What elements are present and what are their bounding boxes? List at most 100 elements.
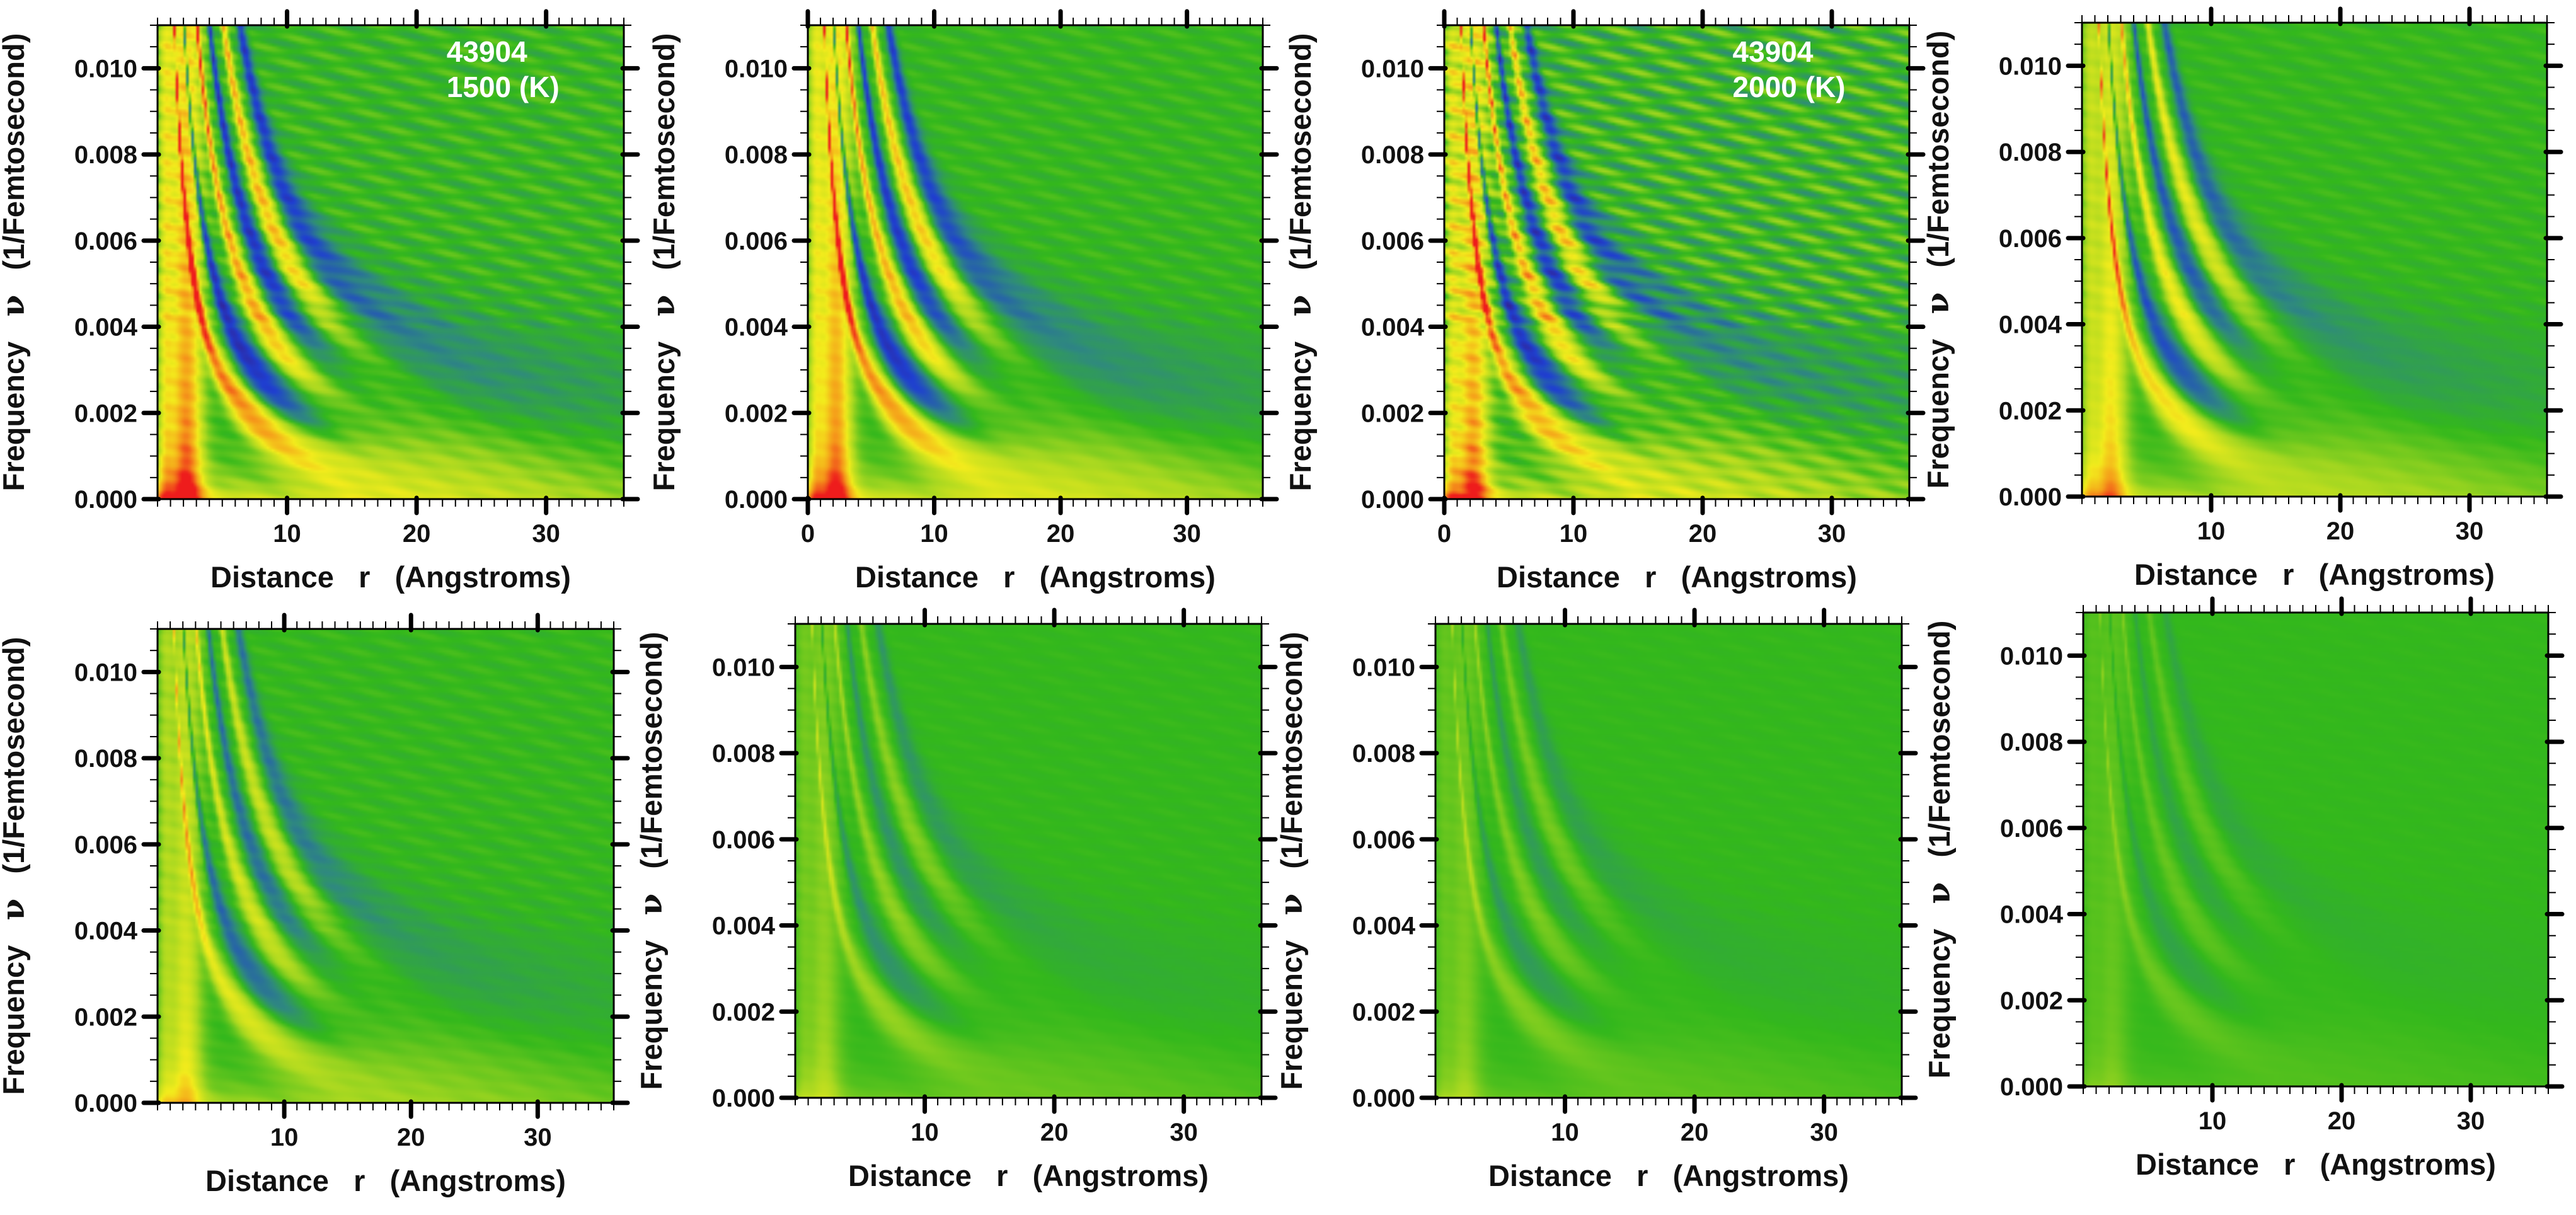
x-tick-label: 10 xyxy=(920,520,948,548)
y-axis-title: Frequency ν (1/Femtosecond) xyxy=(0,33,32,492)
y-tick-label: 0.000 xyxy=(1999,483,2062,511)
y-axis-title: Frequency ν (1/Femtosecond) xyxy=(645,33,682,492)
annotation-text: 43904 xyxy=(1733,35,1814,68)
y-tick-label: 0.010 xyxy=(1361,55,1424,83)
y-tick-label: 0.004 xyxy=(1361,314,1425,342)
y-tick-label: 0.000 xyxy=(74,486,137,514)
x-tick-label: 30 xyxy=(1810,1119,1838,1146)
y-tick-label: 0.008 xyxy=(74,141,137,169)
y-tick-label: 0.004 xyxy=(1352,913,1416,940)
y-tick-label: 0.008 xyxy=(1361,141,1424,169)
y-tick-label: 0.004 xyxy=(74,314,138,342)
y-tick-label: 0.008 xyxy=(1999,139,2062,166)
x-tick-label: 30 xyxy=(1170,1119,1198,1146)
y-tick-label: 0.002 xyxy=(2000,987,2063,1015)
y-tick-label: 0.010 xyxy=(725,55,788,83)
panel-p7: 10 20 30 0.000 0.002 0.004 0.006 0.008 0.010 Dist… xyxy=(1272,608,1918,1192)
y-tick-label: 0.000 xyxy=(74,1090,137,1117)
y-axis-title-unit: (1/Femtosecond) xyxy=(0,637,30,899)
y-axis-title: Frequency ν (1/Femtosecond) xyxy=(1272,632,1309,1090)
y-tick-label: 0.010 xyxy=(1352,654,1415,681)
y-axis-title-unit: (1/Femtosecond) xyxy=(635,632,668,894)
x-tick-label: 20 xyxy=(2326,517,2355,545)
x-axis-title: Distance r (Angstroms) xyxy=(1488,1159,1849,1192)
y-tick-label: 0.000 xyxy=(712,1085,775,1112)
y-axis-title: Frequency ν (1/Femtosecond) xyxy=(1920,621,1957,1079)
y-axis-title-prefix: Frequency xyxy=(1923,904,1956,1079)
y-tick-label: 0.010 xyxy=(712,654,775,681)
panel-p8: 10 20 30 0.000 0.002 0.004 0.006 0.008 0.010 Dist… xyxy=(1920,596,2565,1181)
y-axis-title-prefix: Frequency xyxy=(635,916,668,1090)
x-tick-label: 10 xyxy=(2199,1107,2227,1135)
x-tick-label: 30 xyxy=(524,1124,552,1151)
heatmap-p4 xyxy=(2082,23,2547,497)
y-tick-label: 0.004 xyxy=(725,314,788,342)
x-tick-label: 0 xyxy=(1437,520,1451,548)
x-tick-label: 20 xyxy=(2328,1107,2356,1135)
x-tick-label: 30 xyxy=(1173,520,1201,548)
y-axis-title-unit: (1/Femtosecond) xyxy=(1921,31,1955,292)
x-axis-title: Distance r (Angstroms) xyxy=(1497,560,1857,594)
y-tick-label: 0.006 xyxy=(2000,815,2063,843)
panel-p5: 10 20 30 0.000 0.002 0.004 0.006 0.008 0.010 Dist… xyxy=(0,613,630,1197)
y-tick-label: 0.008 xyxy=(2000,728,2063,756)
y-tick-label: 0.008 xyxy=(725,141,788,169)
y-axis-title-symbol: ν xyxy=(1281,295,1318,317)
x-tick-label: 20 xyxy=(1681,1119,1709,1146)
x-axis-title: Distance r (Angstroms) xyxy=(2134,558,2495,591)
panel-p3: 0 10 20 30 0.000 0.002 0.004 0.006 0.008 0.010 Dis… xyxy=(1281,9,1926,594)
y-axis-title: Frequency ν (1/Femtosecond) xyxy=(1919,31,1956,489)
y-axis-title-unit: (1/Femtosecond) xyxy=(647,33,681,295)
x-axis-title: Distance r (Angstroms) xyxy=(848,1159,1209,1192)
y-tick-label: 0.008 xyxy=(1352,740,1415,768)
x-tick-label: 10 xyxy=(911,1119,939,1146)
annotation-text: 1500 (K) xyxy=(447,71,560,103)
heatmap-p8 xyxy=(2083,613,2548,1086)
x-tick-label: 10 xyxy=(1551,1119,1579,1146)
panel-p2: 0 10 20 30 0.000 0.002 0.004 0.006 0.008 0.010 Dis… xyxy=(645,9,1279,594)
y-axis-title-unit: (1/Femtosecond) xyxy=(1923,621,1956,882)
y-tick-label: 0.006 xyxy=(1352,826,1415,854)
x-axis-title: Distance r (Angstroms) xyxy=(2136,1148,2496,1181)
x-tick-label: 10 xyxy=(2197,517,2226,545)
y-axis-title-prefix: Frequency xyxy=(1284,317,1317,492)
annotation-text: 2000 (K) xyxy=(1733,71,1846,103)
y-axis-title-prefix: Frequency xyxy=(1275,916,1308,1090)
x-axis-title: Distance r (Angstroms) xyxy=(210,560,571,594)
y-axis-title-symbol: ν xyxy=(645,295,682,317)
x-tick-label: 10 xyxy=(273,520,301,548)
panel-p6: 10 20 30 0.000 0.002 0.004 0.006 0.008 0.010 Dist… xyxy=(632,608,1278,1192)
y-axis-title-symbol: ν xyxy=(1272,894,1309,916)
y-axis-title-symbol: ν xyxy=(632,894,669,916)
y-axis-title-unit: (1/Femtosecond) xyxy=(0,33,30,295)
heatmap-p7 xyxy=(1435,624,1902,1098)
x-axis-title: Distance r (Angstroms) xyxy=(855,560,1216,594)
y-tick-label: 0.006 xyxy=(74,831,137,859)
y-axis-title: Frequency ν (1/Femtosecond) xyxy=(1281,33,1318,492)
y-tick-label: 0.006 xyxy=(74,227,137,255)
x-tick-label: 10 xyxy=(1560,520,1588,548)
heatmap-p1 xyxy=(158,25,624,499)
heatmap-p2 xyxy=(808,25,1263,499)
y-tick-label: 0.002 xyxy=(1361,400,1424,427)
x-tick-label: 30 xyxy=(2457,1107,2485,1135)
y-tick-label: 0.006 xyxy=(725,227,788,255)
y-tick-label: 0.000 xyxy=(725,486,788,514)
heatmap-p6 xyxy=(795,624,1262,1098)
x-tick-label: 20 xyxy=(1040,1119,1069,1146)
heatmap-p3 xyxy=(1444,25,1909,499)
x-tick-label: 30 xyxy=(1818,520,1846,548)
x-tick-label: 30 xyxy=(2456,517,2484,545)
y-axis-title: Frequency ν (1/Femtosecond) xyxy=(632,632,669,1090)
x-tick-label: 20 xyxy=(1689,520,1717,548)
y-tick-label: 0.006 xyxy=(1999,225,2062,253)
annotation-text: 43904 xyxy=(447,35,527,68)
y-axis-title-unit: (1/Femtosecond) xyxy=(1275,632,1308,894)
y-tick-label: 0.008 xyxy=(74,745,137,773)
y-axis-title-prefix: Frequency xyxy=(0,921,30,1095)
x-tick-label: 20 xyxy=(397,1124,425,1151)
y-tick-label: 0.000 xyxy=(1352,1085,1415,1112)
y-tick-label: 0.004 xyxy=(2000,901,2064,929)
y-axis-title-symbol: ν xyxy=(0,295,32,317)
y-tick-label: 0.004 xyxy=(74,918,138,945)
